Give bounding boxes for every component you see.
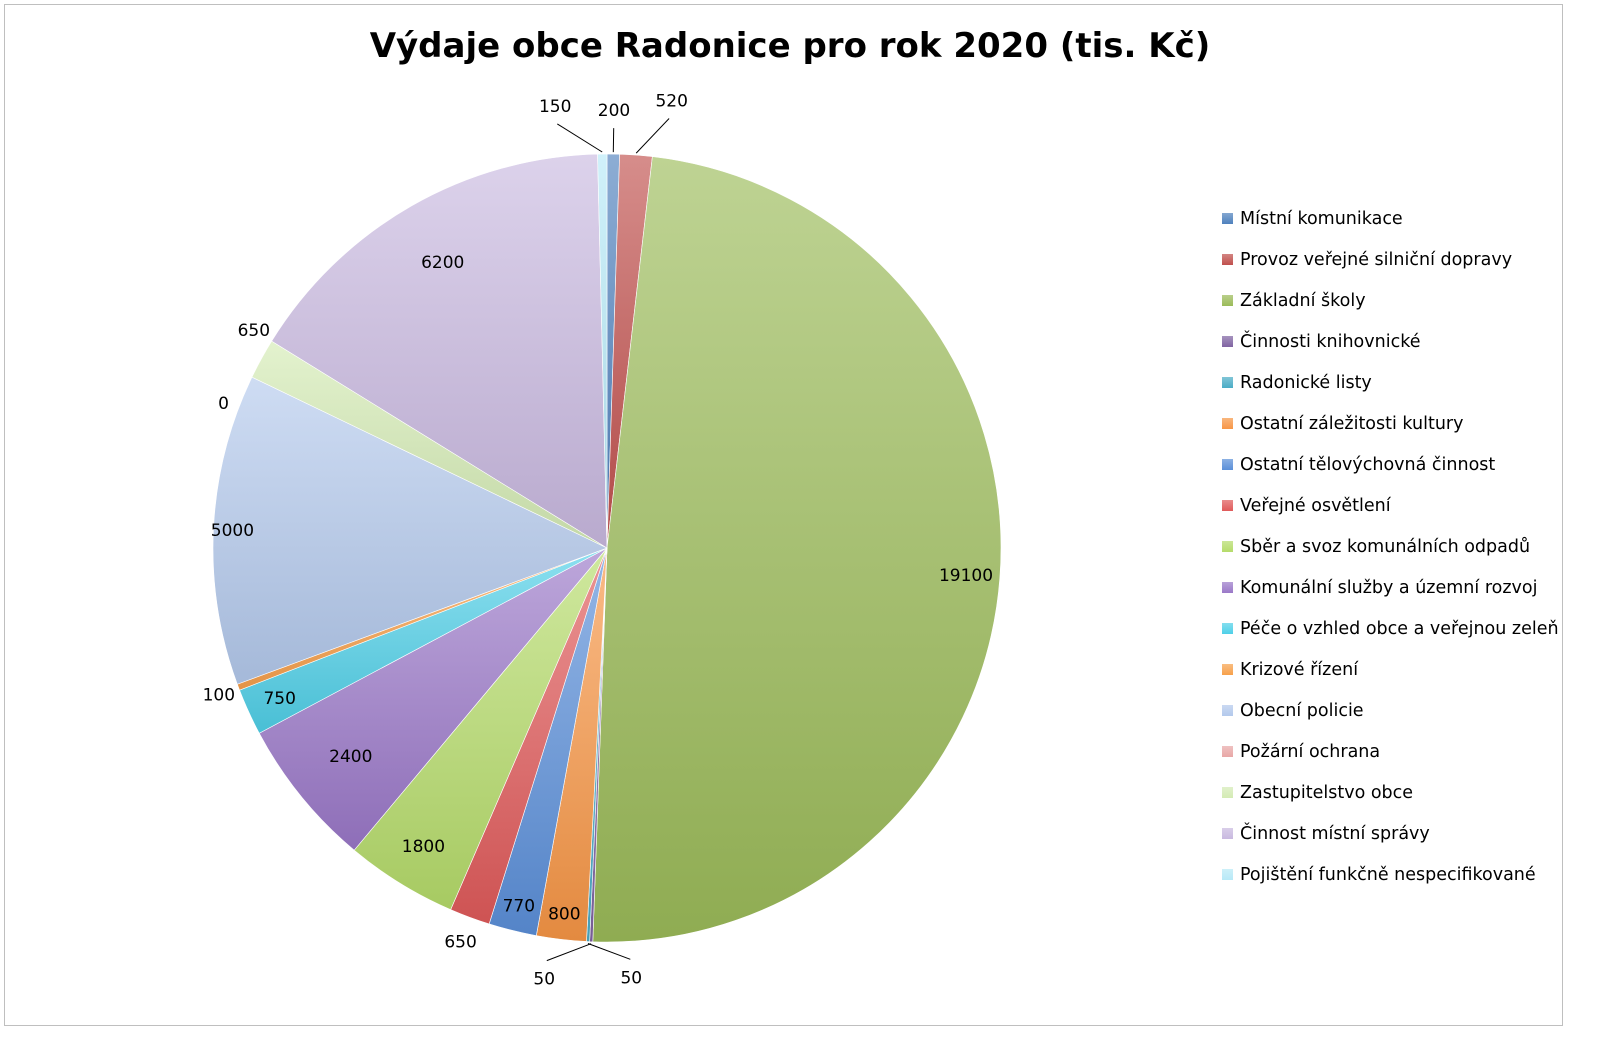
legend-item-sber-a-svoz-komunalnich-odpadu: Sběr a svoz komunálních odpadů (1222, 537, 1559, 578)
data-label-zakladni-skoly: 19100 (939, 566, 993, 586)
data-label-obecni-policie: 5000 (211, 521, 254, 541)
data-label-pece-o-vzhled-obce-a-verejnou-zelen: 750 (263, 689, 295, 709)
legend-swatch (1222, 500, 1233, 511)
legend-label: Ostatní záležitosti kultury (1240, 414, 1464, 434)
data-label-verejne-osvetleni: 650 (444, 933, 476, 953)
slice-cinnost-mistni-spravy (271, 153, 608, 549)
legend-swatch (1222, 582, 1233, 593)
legend-swatch (1222, 541, 1233, 552)
legend-item-cinnost-mistni-spravy: Činnost místní správy (1222, 824, 1559, 865)
legend-swatch (1222, 828, 1233, 839)
legend-label: Veřejné osvětlení (1240, 496, 1391, 516)
legend-swatch (1222, 787, 1233, 798)
legend-item-provoz-verejne-silnicni-dopravy: Provoz veřejné silniční dopravy (1222, 250, 1559, 291)
legend-label: Provoz veřejné silniční dopravy (1240, 250, 1513, 270)
legend-swatch (1222, 254, 1233, 265)
legend-swatch (1222, 746, 1233, 757)
legend-swatch (1222, 459, 1233, 470)
legend-item-radonicke-listy: Radonické listy (1222, 373, 1559, 414)
data-label-pozarni-ochrana: 0 (218, 394, 229, 414)
legend-label: Péče o vzhled obce a veřejnou zeleň (1240, 619, 1559, 639)
legend-item-mistni-komunikace: Místní komunikace (1222, 209, 1559, 250)
legend-label: Sběr a svoz komunálních odpadů (1240, 537, 1531, 557)
legend-item-cinnosti-knihovnicke: Činnosti knihovnické (1222, 332, 1559, 373)
legend-label: Komunální služby a územní rozvoj (1240, 578, 1538, 598)
chart-title: Výdaje obce Radonice pro rok 2020 (tis. … (369, 26, 1211, 66)
data-label-provoz-verejne-silnicni-dopravy: 520 (655, 92, 687, 112)
legend-label: Pojištění funkčně nespecifikované (1240, 865, 1536, 885)
data-label-komunalni-sluzby-a-uzemni-rozvoj: 2400 (329, 747, 372, 767)
slice-zakladni-skoly (592, 156, 1002, 943)
data-label-radonicke-listy: 50 (620, 968, 642, 988)
legend-item-krizove-rizeni: Krizové řízení (1222, 660, 1559, 701)
slice-obecni-policie (212, 376, 608, 685)
legend-swatch (1222, 664, 1233, 675)
legend-item-verejne-osvetleni: Veřejné osvětlení (1222, 496, 1559, 537)
legend-label: Činnost místní správy (1240, 824, 1430, 844)
legend-item-ostatni-telovychovna-cinnost: Ostatní tělovýchovná činnost (1222, 455, 1559, 496)
legend-label: Činnosti knihovnické (1240, 332, 1421, 352)
leader-line-provoz-verejne-silnicni-dopravy (635, 118, 670, 154)
legend-swatch (1222, 869, 1233, 880)
legend-label: Požární ochrana (1240, 742, 1381, 762)
legend-swatch (1222, 418, 1233, 429)
legend-swatch (1222, 623, 1233, 634)
legend-item-pozarni-ochrana: Požární ochrana (1222, 742, 1559, 783)
legend-item-obecni-policie: Obecní policie (1222, 701, 1559, 742)
legend-item-zastupitelstvo-obce: Zastupitelstvo obce (1222, 783, 1559, 824)
legend-swatch (1222, 336, 1233, 347)
legend-swatch (1222, 705, 1233, 716)
legend-swatch (1222, 213, 1233, 224)
legend-label: Zastupitelstvo obce (1240, 783, 1414, 803)
slice-komunalni-sluzby-a-uzemni-rozvoj (258, 547, 608, 851)
data-label-ostatni-telovychovna-cinnost: 770 (503, 896, 535, 916)
leader-line-radonicke-listy (587, 943, 631, 960)
data-label-sber-a-svoz-komunalnich-odpadu: 1800 (402, 837, 445, 857)
legend-label: Ostatní tělovýchovná činnost (1240, 455, 1496, 475)
data-label-cinnost-mistni-spravy: 6200 (421, 253, 464, 273)
legend-label: Základní školy (1240, 291, 1366, 311)
legend-item-ostatni-zalezitosti-kultury: Ostatní záležitosti kultury (1222, 414, 1559, 455)
legend-swatch (1222, 377, 1233, 388)
legend-item-komunalni-sluzby-a-uzemni-rozvoj: Komunální služby a územní rozvoj (1222, 578, 1559, 619)
slice-pojisteni-funkcne-nespecifikovane (597, 153, 608, 549)
legend-swatch (1222, 295, 1233, 306)
legend-item-pece-o-vzhled-obce-a-verejnou-zelen: Péče o vzhled obce a veřejnou zeleň (1222, 619, 1559, 660)
legend-item-pojisteni-funkcne-nespecifikovane: Pojištění funkčně nespecifikované (1222, 865, 1559, 906)
legend-label: Krizové řízení (1240, 660, 1359, 680)
legend: Místní komunikace Provoz veřejné silniční… (1222, 209, 1559, 906)
leader-line-pojisteni-funkcne-nespecifikovane (557, 123, 603, 153)
leader-line-cinnosti-knihovnicke (546, 943, 592, 962)
data-label-mistni-komunikace: 200 (598, 101, 630, 121)
data-label-cinnosti-knihovnicke: 50 (533, 969, 555, 989)
legend-label: Radonické listy (1240, 373, 1372, 393)
data-label-krizove-rizeni: 100 (203, 686, 235, 706)
legend-label: Místní komunikace (1240, 209, 1403, 229)
data-label-pojisteni-funkcne-nespecifikovane: 150 (539, 97, 571, 117)
legend-item-zakladni-skoly: Základní školy (1222, 291, 1559, 332)
data-label-ostatni-zalezitosti-kultury: 800 (548, 905, 580, 925)
data-label-zastupitelstvo-obce: 650 (238, 321, 270, 341)
legend-label: Obecní policie (1240, 701, 1364, 721)
